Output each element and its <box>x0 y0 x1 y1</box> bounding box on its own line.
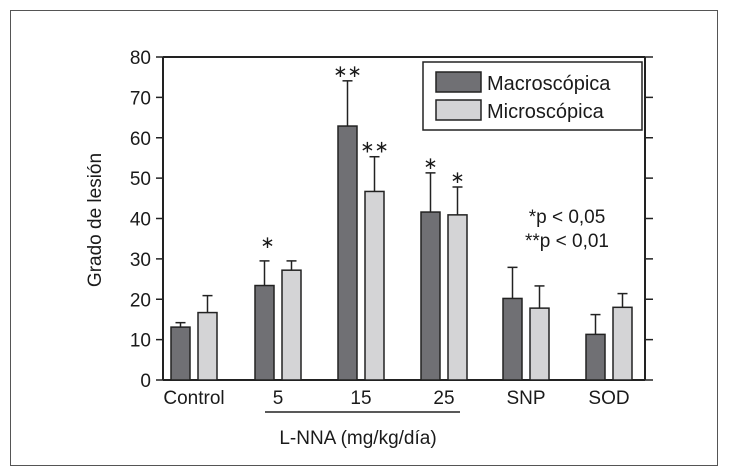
bar-macroscópica <box>170 326 191 381</box>
bar-microscópica <box>197 311 218 381</box>
bar-microscópica <box>281 269 302 381</box>
y-tick-label: 60 <box>130 129 151 150</box>
y-tick-label: 50 <box>130 169 151 190</box>
legend-label: Macroscópica <box>487 73 611 95</box>
significance-note: **p < 0,01 <box>525 231 609 252</box>
x-tick-label: SOD <box>588 388 629 409</box>
bar-microscópica <box>364 190 385 381</box>
y-tick-label: 10 <box>130 331 151 352</box>
legend-swatch <box>435 99 482 121</box>
x-tick-label: 5 <box>273 388 284 409</box>
significance-mark: ∗ <box>450 168 464 187</box>
legend-swatch <box>435 71 482 93</box>
y-tick-label: 80 <box>130 48 151 69</box>
y-tick-label: 40 <box>130 210 151 231</box>
significance-note: *p < 0,05 <box>529 207 606 228</box>
legend-label: Microscópica <box>487 101 605 123</box>
bar-microscópica <box>447 214 468 381</box>
y-tick-label: 70 <box>130 88 151 109</box>
y-tick-label: 30 <box>130 250 151 271</box>
figure-frame <box>10 10 718 466</box>
bar-microscópica <box>612 306 633 381</box>
significance-mark: ∗∗ <box>360 138 389 157</box>
x-tick-label: Control <box>163 388 224 409</box>
x-tick-label: SNP <box>506 388 545 409</box>
bar-macroscópica <box>337 125 358 381</box>
bar-macroscópica <box>420 211 441 381</box>
bar-macroscópica <box>502 297 523 381</box>
y-tick-label: 20 <box>130 290 151 311</box>
bar-macroscópica <box>585 333 606 381</box>
x-tick-label: 25 <box>433 388 454 409</box>
x-axis-label: L-NNA (mg/kg/día) <box>279 428 436 449</box>
y-axis-label: Grado de lesión <box>85 153 106 287</box>
significance-mark: ∗ <box>260 233 274 252</box>
x-tick-label: 15 <box>350 388 371 409</box>
significance-mark: ∗ <box>423 154 437 173</box>
significance-mark: ∗∗ <box>333 62 362 81</box>
bar-microscópica <box>529 307 550 381</box>
bar-macroscópica <box>254 284 275 381</box>
y-tick-label: 0 <box>140 371 151 392</box>
